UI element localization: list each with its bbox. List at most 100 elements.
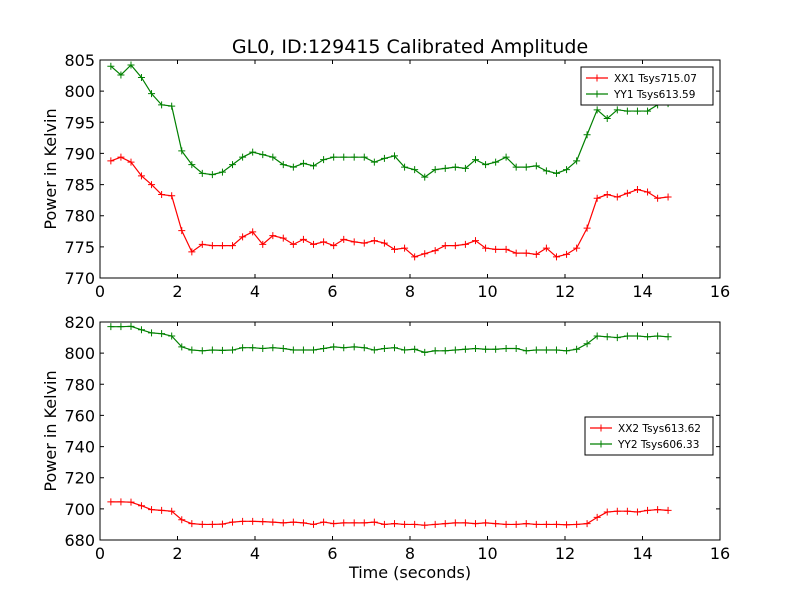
data-point	[542, 167, 550, 175]
legend-marker	[597, 440, 605, 448]
x-tick-label: 2	[172, 544, 182, 563]
x-tick-label: 2	[172, 282, 182, 301]
data-point	[593, 513, 601, 521]
data-point	[401, 163, 409, 171]
y-tick-label: 795	[64, 113, 95, 132]
data-point	[259, 518, 267, 526]
y-tick-label: 740	[64, 438, 95, 457]
data-point	[249, 228, 257, 236]
data-point	[168, 102, 176, 110]
data-point	[208, 171, 216, 179]
data-point	[299, 519, 307, 527]
data-point	[623, 332, 631, 340]
data-point	[633, 107, 641, 115]
legend-box	[584, 416, 714, 456]
data-point	[229, 161, 237, 169]
x-tick-label: 6	[327, 544, 337, 563]
data-point	[208, 520, 216, 528]
data-point	[158, 506, 166, 514]
plots-group: 0 2 4 6 8 10 12 14 16 770 775 780 785 790 795 800 805 Pow…	[41, 51, 730, 582]
data-point	[471, 520, 479, 528]
data-point	[401, 244, 409, 252]
data-point	[482, 161, 490, 169]
series-1	[107, 498, 672, 529]
data-point	[158, 330, 166, 338]
data-point	[421, 250, 429, 258]
data-point	[279, 344, 287, 352]
data-point	[218, 346, 226, 354]
data-point	[542, 520, 550, 528]
y-tick-label: 780	[64, 375, 95, 394]
data-point	[310, 346, 318, 354]
data-point	[350, 153, 358, 161]
data-point	[623, 507, 631, 515]
y-tick-label: 720	[64, 469, 95, 488]
data-point	[552, 520, 560, 528]
data-point	[623, 107, 631, 115]
data-point	[563, 250, 571, 258]
data-point	[492, 345, 500, 353]
data-point	[552, 253, 560, 261]
data-point	[441, 347, 449, 355]
data-point	[137, 73, 145, 81]
data-point	[451, 519, 459, 527]
x-tick-label: 12	[555, 544, 575, 563]
data-point	[563, 521, 571, 529]
data-point	[249, 517, 257, 525]
data-point	[391, 520, 398, 528]
data-point	[269, 344, 277, 352]
data-point	[461, 164, 469, 172]
data-point	[370, 346, 378, 354]
y-tick-label: 820	[64, 313, 95, 332]
data-point	[411, 520, 419, 528]
legend-label: YY1 Tsys613.59	[613, 89, 695, 101]
data-point	[148, 329, 156, 337]
data-point	[320, 344, 328, 352]
data-point	[644, 107, 652, 115]
data-point	[593, 106, 601, 114]
y-tick-label: 780	[64, 207, 95, 226]
data-point	[603, 191, 611, 199]
plot-2: 0 2 4 6 8 10 12 14 16 680 700 720 740 760 780 800 820 Pow…	[41, 313, 730, 582]
y-tick-label: 700	[64, 500, 95, 519]
x-tick-label: 6	[327, 282, 337, 301]
data-point	[127, 498, 135, 506]
data-point	[107, 323, 115, 331]
x-tick-label: 12	[555, 282, 575, 301]
data-point	[603, 508, 611, 516]
data-point	[218, 242, 226, 250]
x-tick-label: 14	[632, 544, 652, 563]
legend-marker	[597, 424, 605, 432]
data-point	[411, 166, 419, 174]
x-tick-label: 10	[477, 544, 497, 563]
x-axis-label: Time (seconds)	[348, 563, 471, 582]
data-point	[218, 520, 226, 528]
data-point	[168, 332, 176, 340]
data-point	[360, 153, 368, 161]
data-point	[198, 240, 206, 248]
data-point	[563, 166, 571, 174]
data-point	[299, 235, 307, 243]
legend-label: XX2 Tsys613.62	[618, 423, 701, 435]
data-point	[279, 234, 287, 242]
chart-title: GL0, ID:129415 Calibrated Amplitude	[232, 36, 588, 58]
y-tick-label: 760	[64, 406, 95, 425]
data-point	[380, 154, 388, 162]
data-point	[522, 520, 530, 528]
data-point	[380, 520, 388, 528]
data-point	[471, 237, 479, 245]
data-point	[451, 163, 459, 171]
data-point	[411, 345, 419, 353]
series-2	[107, 322, 672, 356]
plot-1: 0 2 4 6 8 10 12 14 16 770 775 780 785 790 795 800 805 Pow…	[41, 51, 730, 301]
data-point	[573, 157, 581, 165]
data-point	[583, 224, 591, 232]
data-point	[380, 239, 388, 247]
data-point	[289, 346, 297, 354]
data-point	[229, 518, 237, 526]
data-point	[310, 520, 318, 528]
data-point	[148, 181, 156, 189]
data-point	[299, 159, 307, 167]
data-point	[654, 332, 662, 340]
data-point	[482, 244, 490, 252]
